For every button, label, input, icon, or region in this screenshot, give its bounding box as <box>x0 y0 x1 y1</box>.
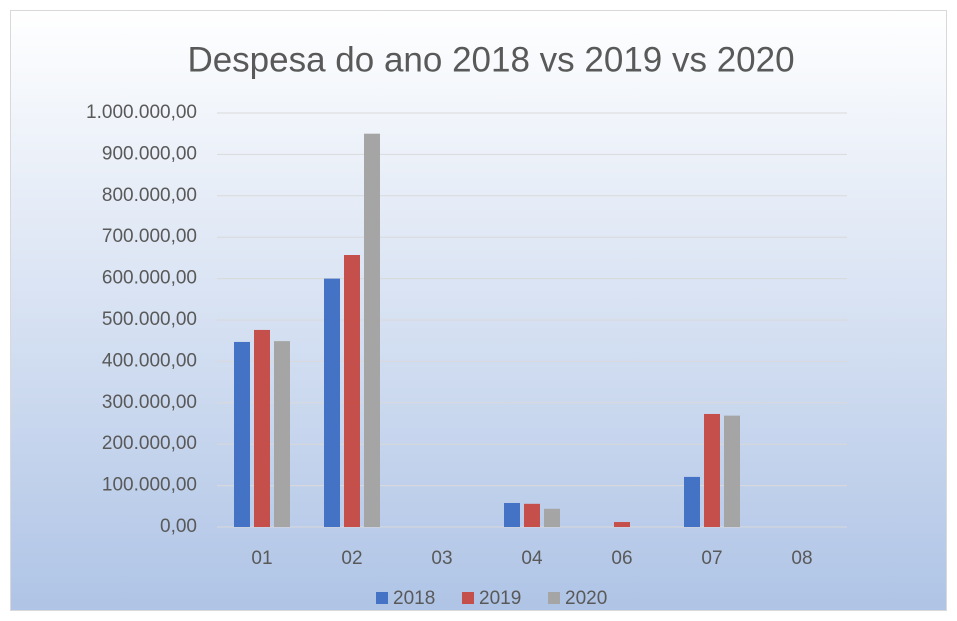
x-tick-label: 04 <box>521 548 543 569</box>
bar <box>684 476 700 527</box>
bar <box>254 329 270 527</box>
legend-label: 2019 <box>479 588 521 609</box>
chart-area <box>10 10 947 611</box>
y-tick-label: 700.000,00 <box>102 226 197 247</box>
y-tick-label: 900.000,00 <box>102 143 197 164</box>
legend-swatch <box>376 592 388 604</box>
bar <box>274 341 290 527</box>
y-tick-label: 500.000,00 <box>102 309 197 330</box>
bar <box>614 522 630 527</box>
x-tick-label: 06 <box>611 548 632 569</box>
y-tick-label: 600.000,00 <box>102 268 197 289</box>
bar <box>724 415 740 527</box>
y-tick-label: 0,00 <box>160 516 197 537</box>
legend-label: 2020 <box>565 588 607 609</box>
bar <box>364 133 380 527</box>
legend-swatch <box>548 592 560 604</box>
x-tick-label: 03 <box>431 548 452 569</box>
y-tick-label: 1.000.000,00 <box>86 102 197 123</box>
bar <box>344 255 360 527</box>
y-tick-label: 800.000,00 <box>102 185 197 206</box>
x-tick-label: 01 <box>251 548 272 569</box>
x-tick-label: 08 <box>791 548 812 569</box>
bar <box>324 278 340 527</box>
y-tick-label: 400.000,00 <box>102 350 197 371</box>
bar <box>704 413 720 527</box>
bar <box>544 508 560 527</box>
bar <box>234 341 250 527</box>
legend-label: 2018 <box>393 588 435 609</box>
legend-swatch <box>462 592 474 604</box>
y-tick-label: 200.000,00 <box>102 433 197 454</box>
bar <box>524 503 540 527</box>
x-tick-label: 07 <box>701 548 722 569</box>
y-tick-label: 300.000,00 <box>102 392 197 413</box>
x-tick-label: 02 <box>341 548 362 569</box>
chart-title: Despesa do ano 2018 vs 2019 vs 2020 <box>187 40 794 79</box>
bar <box>504 502 520 527</box>
y-tick-label: 100.000,00 <box>102 475 197 496</box>
